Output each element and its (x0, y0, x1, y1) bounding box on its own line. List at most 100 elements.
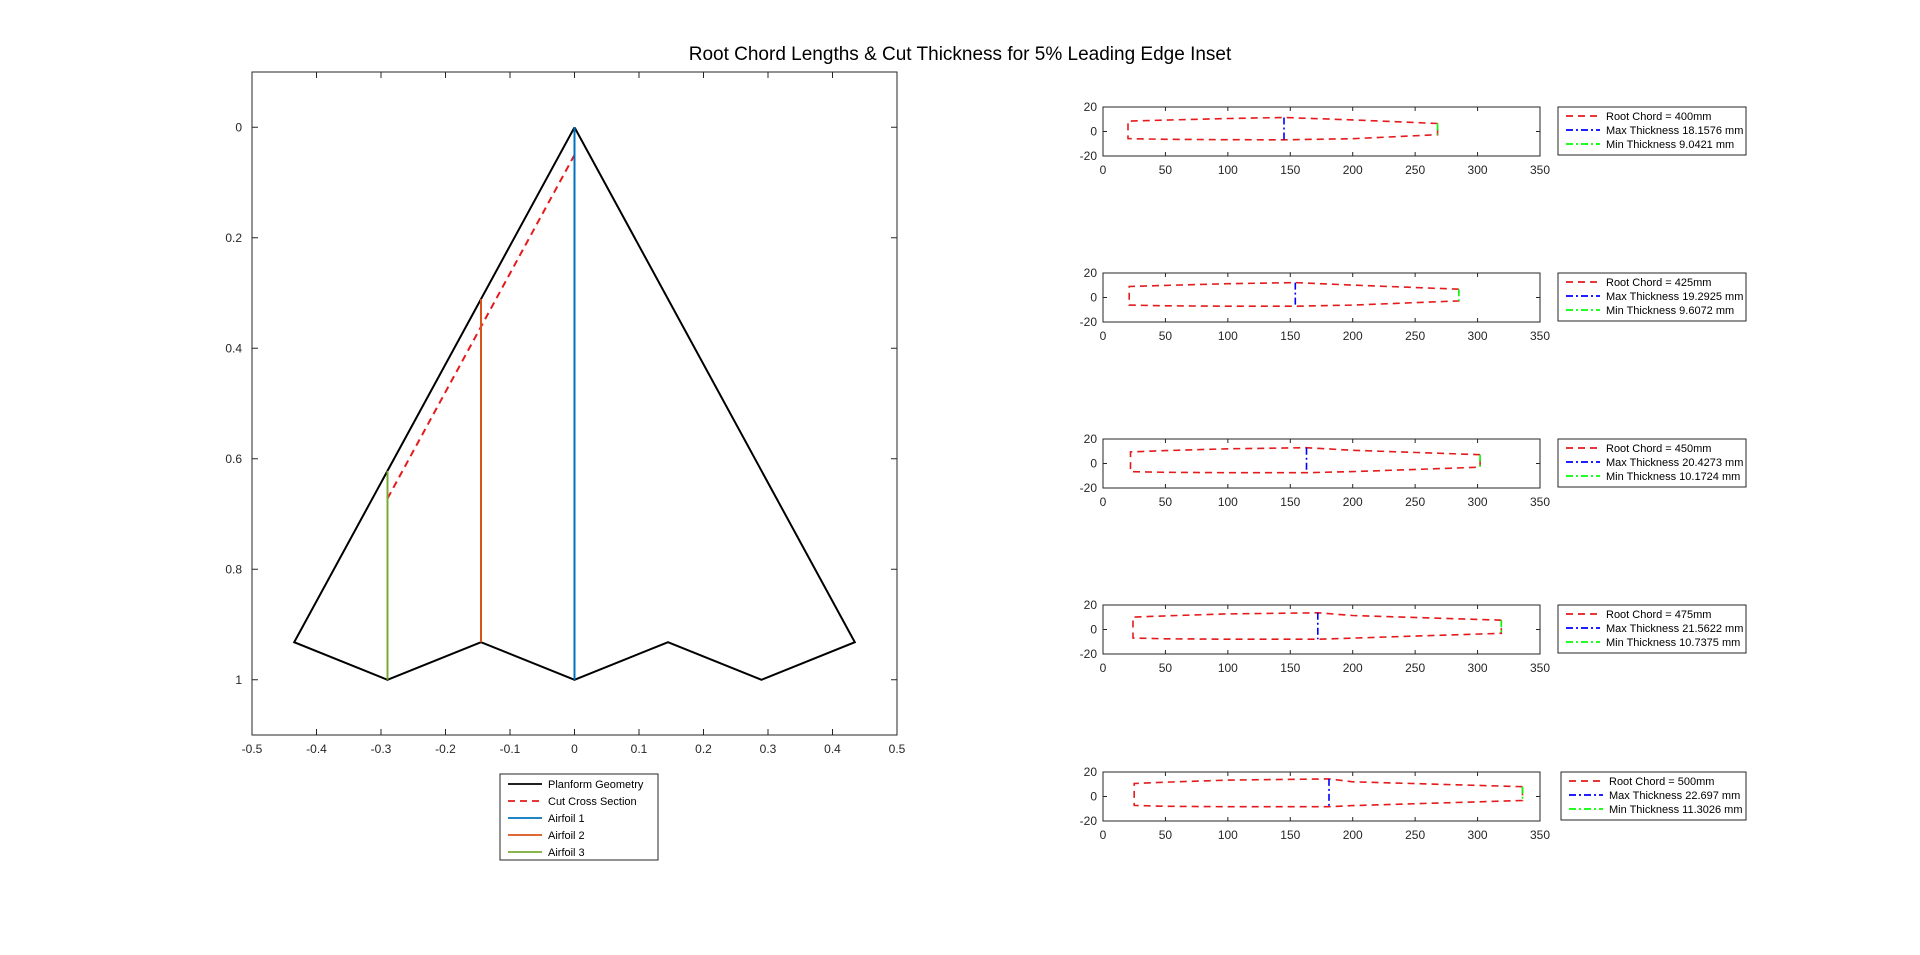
legend: Root Chord = 475mm Max Thickness 21.5622 … (1557, 604, 1747, 654)
y-tick-label: 0 (1090, 457, 1097, 471)
legend-entry: Max Thickness 19.2925 mm (1606, 291, 1743, 303)
legend-entry: Cut Cross Section (548, 796, 637, 808)
y-tick-label: 0 (235, 120, 242, 134)
x-tick-label: 200 (1343, 163, 1363, 177)
legend-entry: Min Thickness 10.7375 mm (1606, 637, 1740, 649)
x-tick-label: 300 (1468, 495, 1488, 509)
legend: Root Chord = 400mm Max Thickness 18.1576 … (1557, 106, 1747, 156)
series-1-line (1128, 281, 1460, 308)
legend: Root Chord = 500mm Max Thickness 22.697 m… (1560, 771, 1747, 821)
x-tick-label: 200 (1343, 661, 1363, 675)
legend-entry: Max Thickness 20.4273 mm (1606, 457, 1743, 469)
x-tick-label: 300 (1468, 163, 1488, 177)
x-tick-label: 150 (1280, 329, 1300, 343)
legend: Root Chord = 450mm Max Thickness 20.4273 … (1557, 438, 1747, 488)
legend-entry: Min Thickness 11.3026 mm (1609, 804, 1742, 816)
x-tick-label: 250 (1405, 329, 1425, 343)
y-tick-label: 20 (1084, 598, 1098, 612)
x-tick-label: 0.5 (889, 742, 906, 756)
x-tick-label: 100 (1218, 661, 1238, 675)
legend: Planform Geometry Cut Cross Section Airfoi… (499, 773, 659, 861)
x-tick-label: 50 (1159, 495, 1173, 509)
legend-box (1560, 771, 1747, 821)
y-tick-label: -20 (1080, 315, 1098, 329)
x-tick-label: 200 (1343, 828, 1363, 842)
figure-title: Root Chord Lengths & Cut Thickness for 5… (689, 44, 1232, 65)
x-tick-label: -0.2 (435, 742, 456, 756)
x-tick-label: 300 (1468, 828, 1488, 842)
legend: Root Chord = 425mm Max Thickness 19.2925 … (1557, 272, 1747, 322)
y-tick-label: 0 (1090, 623, 1097, 637)
legend-entry: Max Thickness 18.1576 mm (1606, 125, 1743, 137)
x-tick-label: 350 (1530, 163, 1550, 177)
axes-box (1102, 272, 1541, 323)
y-tick-label: 20 (1084, 432, 1098, 446)
x-tick-label: 0 (1100, 828, 1107, 842)
axes-box (1102, 771, 1541, 822)
x-tick-label: 100 (1218, 495, 1238, 509)
axes-box (1102, 106, 1541, 157)
x-tick-label: 0 (1100, 495, 1107, 509)
x-tick-label: 0 (571, 742, 578, 756)
x-tick-label: 100 (1218, 163, 1238, 177)
y-tick-label: 0 (1090, 291, 1097, 305)
x-tick-label: 100 (1218, 329, 1238, 343)
legend-box (1557, 272, 1747, 322)
x-tick-label: 350 (1530, 661, 1550, 675)
x-tick-label: 300 (1468, 329, 1488, 343)
legend-box (1557, 106, 1747, 156)
legend-entry: Root Chord = 450mm (1606, 443, 1711, 455)
legend-box (499, 773, 659, 861)
y-tick-label: 0 (1090, 790, 1097, 804)
y-tick-label: -20 (1080, 481, 1098, 495)
legend-box (1557, 438, 1747, 488)
x-tick-label: 50 (1159, 828, 1173, 842)
x-tick-label: 200 (1343, 329, 1363, 343)
x-tick-label: -0.1 (500, 742, 521, 756)
plot-1: -0.5 -0.4 -0.3 -0.2 -0.1 0 0.1 0.2 0.3 0.4 0.5 0 0.2… (225, 71, 906, 861)
legend-entry: Min Thickness 9.0421 mm (1606, 139, 1734, 151)
legend-entry: Min Thickness 9.6072 mm (1606, 305, 1734, 317)
x-tick-label: -0.3 (371, 742, 392, 756)
x-tick-label: 250 (1405, 828, 1425, 842)
legend-entry: Planform Geometry (548, 779, 644, 791)
y-tick-label: 0.2 (225, 231, 242, 245)
x-tick-label: 350 (1530, 828, 1550, 842)
x-tick-label: 200 (1343, 495, 1363, 509)
legend-entry: Root Chord = 475mm (1606, 609, 1711, 621)
x-tick-label: 0.3 (760, 742, 777, 756)
legend-entry: Max Thickness 22.697 mm (1609, 790, 1740, 802)
y-tick-label: -20 (1080, 647, 1098, 661)
x-tick-label: 350 (1530, 329, 1550, 343)
legend-entry: Airfoil 2 (548, 830, 585, 842)
x-tick-label: 150 (1280, 661, 1300, 675)
x-tick-label: 300 (1468, 661, 1488, 675)
x-tick-label: 0.2 (695, 742, 712, 756)
y-tick-label: 0.8 (225, 562, 242, 576)
legend-entry: Airfoil 1 (548, 813, 585, 825)
x-tick-label: 150 (1280, 163, 1300, 177)
x-tick-label: 0.4 (824, 742, 841, 756)
x-tick-label: 0 (1100, 329, 1107, 343)
x-tick-label: 50 (1159, 661, 1173, 675)
y-tick-label: 0.6 (225, 452, 242, 466)
legend-entry: Airfoil 3 (548, 847, 585, 859)
y-tick-label: 20 (1084, 266, 1098, 280)
x-tick-label: 50 (1159, 329, 1173, 343)
legend-box (1557, 604, 1747, 654)
y-tick-label: 20 (1084, 100, 1098, 114)
legend-entry: Root Chord = 425mm (1606, 277, 1711, 289)
x-tick-label: -0.5 (242, 742, 263, 756)
x-tick-label: 250 (1405, 661, 1425, 675)
x-tick-label: 50 (1159, 163, 1173, 177)
y-tick-label: -20 (1080, 149, 1098, 163)
x-tick-label: -0.4 (306, 742, 327, 756)
x-tick-label: 250 (1405, 163, 1425, 177)
x-tick-label: 0 (1100, 661, 1107, 675)
